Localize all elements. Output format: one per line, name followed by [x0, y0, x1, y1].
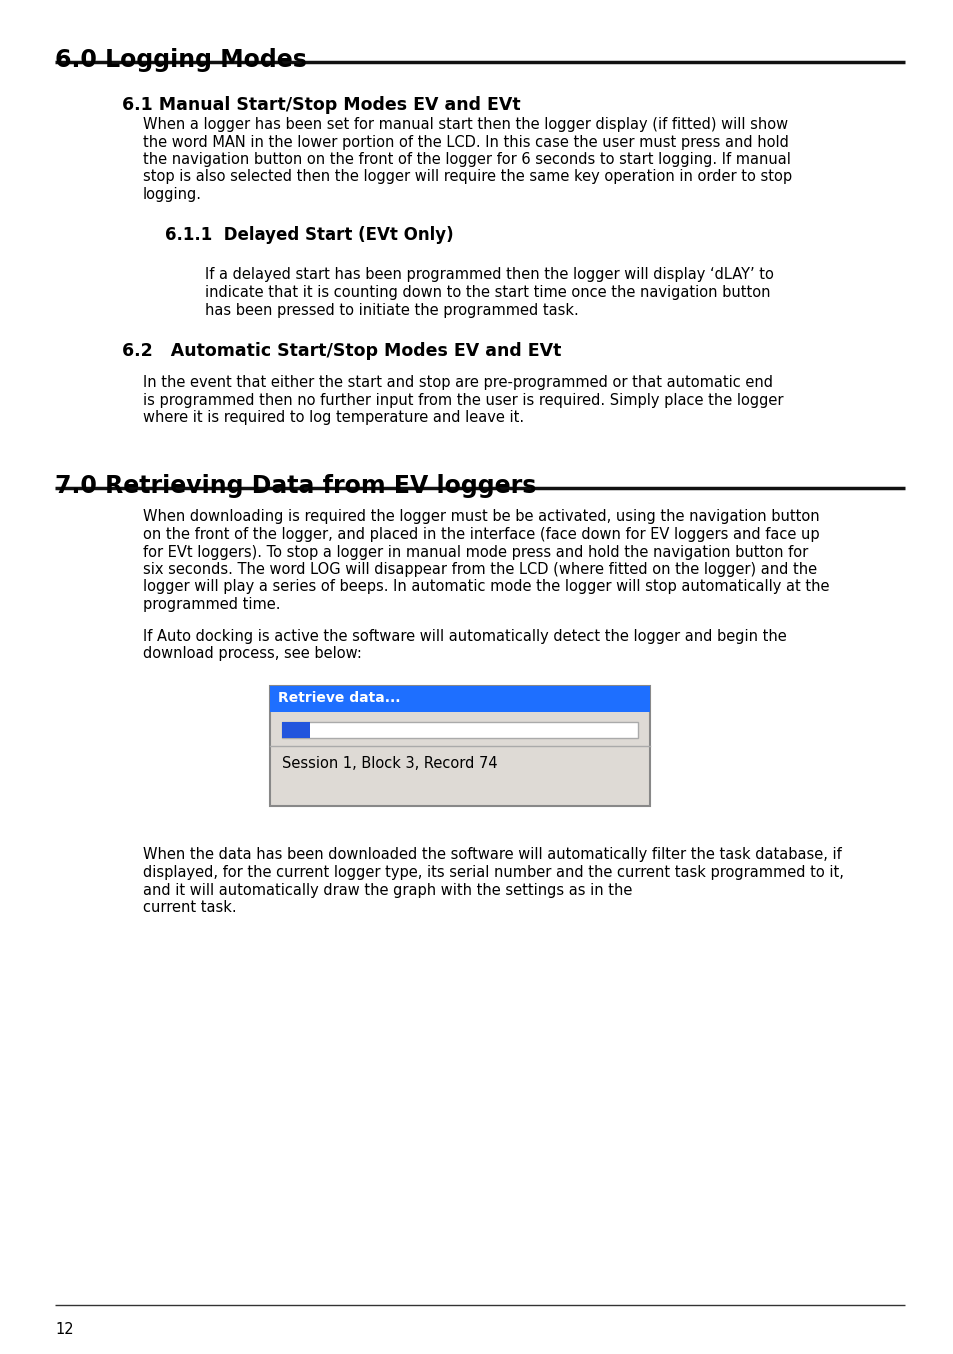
Text: six seconds. The word LOG will disappear from the LCD (where fitted on the logge: six seconds. The word LOG will disappear… [143, 562, 817, 577]
Text: 7.0 Retrieving Data from EV loggers: 7.0 Retrieving Data from EV loggers [55, 474, 536, 497]
Text: the word MAN in the lower portion of the LCD. In this case the user must press a: the word MAN in the lower portion of the… [143, 134, 788, 149]
Text: has been pressed to initiate the programmed task.: has been pressed to initiate the program… [205, 302, 578, 317]
Text: on the front of the logger, and placed in the interface (face down for EV logger: on the front of the logger, and placed i… [143, 527, 819, 542]
Text: 6.1.1  Delayed Start (EVt Only): 6.1.1 Delayed Start (EVt Only) [165, 226, 453, 245]
Text: In the event that either the start and stop are pre-programmed or that automatic: In the event that either the start and s… [143, 375, 772, 390]
Bar [270, 685, 649, 711]
Text: current task.: current task. [143, 900, 236, 915]
Text: displayed, for the current logger type, its serial number and the current task p: displayed, for the current logger type, … [143, 865, 843, 880]
Text: If Auto docking is active the software will automatically detect the logger and : If Auto docking is active the software w… [143, 628, 786, 643]
Text: Retrieve data...: Retrieve data... [277, 692, 400, 705]
Text: 6.2   Automatic Start/Stop Modes EV and EVt: 6.2 Automatic Start/Stop Modes EV and EV… [122, 343, 560, 360]
Text: is programmed then no further input from the user is required. Simply place the : is programmed then no further input from… [143, 393, 782, 408]
Text: When downloading is required the logger must be be activated, using the navigati: When downloading is required the logger … [143, 509, 819, 524]
Text: the navigation button on the front of the logger for 6 seconds to start logging.: the navigation button on the front of th… [143, 152, 790, 167]
Bar [270, 685, 649, 806]
Bar [282, 722, 310, 738]
Text: When a logger has been set for manual start then the logger display (if fitted) : When a logger has been set for manual st… [143, 116, 787, 131]
Text: Session 1, Block 3, Record 74: Session 1, Block 3, Record 74 [282, 756, 497, 770]
Text: When the data has been downloaded the software will automatically filter the tas: When the data has been downloaded the so… [143, 848, 841, 862]
Text: 6.1 Manual Start/Stop Modes EV and EVt: 6.1 Manual Start/Stop Modes EV and EVt [122, 96, 520, 114]
Text: and it will automatically draw the graph with the settings as in the: and it will automatically draw the graph… [143, 883, 632, 898]
Bar [282, 722, 638, 738]
Text: download process, see below:: download process, see below: [143, 646, 361, 661]
Text: indicate that it is counting down to the start time once the navigation button: indicate that it is counting down to the… [205, 284, 770, 301]
Text: programmed time.: programmed time. [143, 597, 280, 612]
Text: stop is also selected then the logger will require the same key operation in ord: stop is also selected then the logger wi… [143, 169, 791, 184]
Text: where it is required to log temperature and leave it.: where it is required to log temperature … [143, 410, 523, 425]
Text: logger will play a series of beeps. In automatic mode the logger will stop autom: logger will play a series of beeps. In a… [143, 580, 828, 594]
Text: 6.0 Logging Modes: 6.0 Logging Modes [55, 47, 307, 72]
Text: If a delayed start has been programmed then the logger will display ‘dLAY’ to: If a delayed start has been programmed t… [205, 268, 773, 283]
Text: 12: 12 [55, 1322, 73, 1336]
Text: logging.: logging. [143, 187, 202, 202]
Text: for EVt loggers). To stop a logger in manual mode press and hold the navigation : for EVt loggers). To stop a logger in ma… [143, 544, 807, 559]
